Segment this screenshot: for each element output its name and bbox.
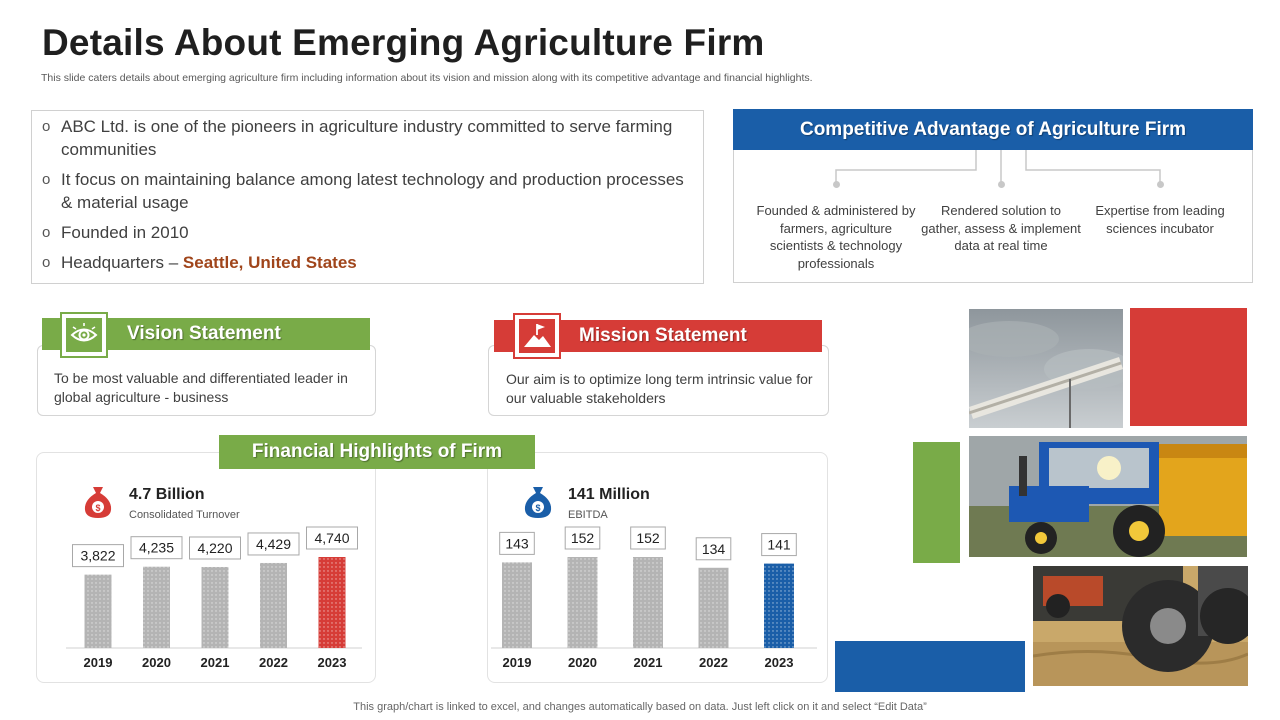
company-info-box: o ABC Ltd. is one of the pioneers in agri…	[31, 110, 704, 284]
competitive-advantage-box: Founded & administered by farmers, agric…	[733, 150, 1253, 283]
turnover-kpi-value: 4.7 Billion	[129, 486, 205, 503]
competitive-item: Rendered solution to gather, assess & im…	[921, 203, 1081, 253]
red-decor-block	[1130, 308, 1247, 426]
chart-bar-texture	[633, 557, 663, 648]
bullet-icon: o	[42, 224, 51, 241]
mountain-flag-icon	[519, 319, 555, 353]
chart-bar-texture	[567, 557, 598, 648]
eye-icon	[66, 318, 102, 352]
data-label-box	[695, 537, 732, 561]
chart-bar-texture	[502, 562, 532, 648]
data-label-box	[630, 526, 666, 550]
page-title: Details About Emerging Agriculture Firm	[42, 22, 765, 63]
data-label-box	[499, 531, 535, 555]
info-item-text: ABC Ltd. is one of the pioneers in agric…	[61, 117, 673, 159]
photo-harvester-spout	[969, 309, 1123, 428]
competitive-advantage-header: Competitive Advantage of Agriculture Fir…	[733, 109, 1253, 150]
ebitda-bar-chart: 143 2019 152 2020 152 2021 134 2022 141 2023	[491, 526, 817, 670]
company-info-list: o ABC Ltd. is one of the pioneers in agri…	[32, 111, 703, 274]
money-bag-icon: $	[524, 487, 552, 518]
mission-icon-box	[513, 313, 561, 359]
connector-dot	[998, 181, 1005, 188]
ebitda-kpi-label: EBITDA	[568, 509, 608, 521]
headquarters-value: Seattle, United States	[182, 253, 357, 272]
x-tick-label: 2020	[568, 655, 597, 670]
data-label: 134	[702, 541, 726, 557]
vision-icon-box	[60, 312, 108, 358]
x-tick-label: 2020	[142, 655, 171, 670]
data-label-box	[761, 533, 797, 557]
chart-bar-texture	[201, 566, 229, 648]
data-label-box	[189, 536, 241, 560]
x-tick-label: 2021	[634, 655, 663, 670]
data-label: 3,822	[80, 548, 115, 564]
data-label: 4,235	[139, 540, 174, 556]
data-label: 152	[571, 530, 595, 546]
data-label: 152	[636, 530, 660, 546]
x-tick-label: 2019	[503, 655, 532, 670]
info-item: o It focus on maintaining balance among l…	[42, 168, 693, 214]
page-subtitle: This slide caters details about emerging…	[41, 72, 813, 84]
connector-dot	[1157, 181, 1164, 188]
bullet-icon: o	[42, 118, 51, 135]
chart-bar-texture	[698, 567, 729, 648]
info-item-text: It focus on maintaining balance among la…	[61, 170, 684, 212]
mission-text: Our aim is to optimize long term intrins…	[506, 371, 813, 406]
blue-decor-block	[835, 641, 1025, 692]
photo-harvester-wheel	[1033, 566, 1248, 686]
svg-text:$: $	[95, 503, 100, 513]
financial-highlights-banner: Financial Highlights of Firm	[219, 435, 535, 469]
connector-dot	[833, 181, 840, 188]
data-label-box	[72, 544, 124, 568]
photo-blue-tractor	[969, 436, 1247, 557]
chart-bar-texture	[143, 566, 170, 648]
green-decor-block	[913, 442, 960, 563]
data-label-box	[306, 526, 358, 550]
turnover-kpi-label: Consolidated Turnover	[129, 509, 240, 521]
turnover-bar-chart: 3,822 2019 4,235 2020 4,220 2021 4,429 2022 4,74…	[66, 526, 362, 670]
money-bag-icon: $	[84, 487, 112, 518]
headquarters-label: Headquarters –	[61, 253, 183, 272]
data-label: 143	[505, 535, 529, 551]
data-label: 4,429	[256, 536, 291, 552]
chart-bar-texture	[260, 562, 287, 648]
competitive-item: Expertise from leading sciences incubato…	[1095, 203, 1225, 236]
competitive-connector-lines	[835, 150, 1161, 182]
data-label: 141	[767, 537, 791, 553]
x-tick-label: 2021	[201, 655, 230, 670]
chart-bar-texture	[84, 574, 112, 648]
chart-bar-texture	[318, 557, 346, 648]
vision-text: To be most valuable and differentiated l…	[54, 370, 348, 405]
competitive-item: Founded & administered by farmers, agric…	[756, 203, 916, 271]
x-tick-label: 2022	[699, 655, 728, 670]
x-tick-label: 2019	[84, 655, 113, 670]
chart-bar-texture	[764, 563, 794, 648]
data-label: 4,740	[314, 530, 349, 546]
bullet-icon: o	[42, 254, 51, 271]
ebitda-kpi-value: 141 Million	[568, 486, 650, 503]
x-tick-label: 2023	[765, 655, 794, 670]
info-item: o ABC Ltd. is one of the pioneers in agri…	[42, 115, 693, 161]
info-item-text: Founded in 2010	[61, 223, 189, 242]
x-tick-label: 2022	[259, 655, 288, 670]
data-label-box	[564, 526, 601, 550]
data-label: 4,220	[197, 540, 232, 556]
data-label-box	[247, 532, 300, 556]
x-tick-label: 2023	[318, 655, 347, 670]
bullet-icon: o	[42, 171, 51, 188]
footnote: This graph/chart is linked to excel, and…	[353, 701, 927, 713]
data-label-box	[130, 536, 183, 560]
svg-text:$: $	[535, 503, 540, 513]
info-item-headquarters: o Headquarters – Seattle, United States	[42, 251, 693, 274]
info-item: o Founded in 2010	[42, 221, 693, 244]
